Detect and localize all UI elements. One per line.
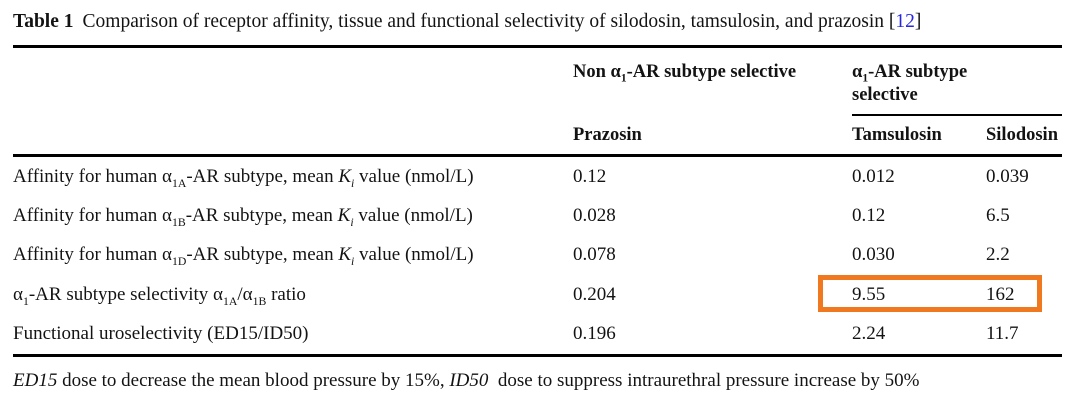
column-header-spacer	[13, 116, 573, 154]
cell-prazosin: 0.196	[573, 323, 616, 345]
column-group-selective: α1-AR subtype selective	[852, 48, 1062, 116]
column-header-tamsulosin: Tamsulosin	[852, 125, 942, 145]
column-header-prazosin: Prazosin	[573, 125, 642, 145]
cell-tamsulosin: 2.24	[852, 323, 886, 345]
cell-prazosin: 0.028	[573, 205, 616, 227]
cell-silodosin: 162	[986, 283, 1015, 305]
column-header-silodosin: Silodosin	[986, 125, 1058, 145]
table-caption-text: Comparison of receptor affinity, tissue …	[82, 11, 889, 32]
citation-bracket-open: [	[888, 11, 896, 32]
cell-silodosin: 2.2	[986, 244, 1010, 266]
row-label: Functional uroselectivity (ED15/ID50)	[13, 323, 309, 345]
column-group-spacer	[13, 48, 573, 116]
citation-link[interactable]: 12	[895, 11, 915, 32]
column-group-header-row: Non α1-AR subtype selective α1-AR subtyp…	[13, 48, 1062, 116]
row-label: Affinity for human α1A-AR subtype, mean …	[13, 165, 474, 190]
row-label: Affinity for human α1D-AR subtype, mean …	[13, 244, 474, 269]
table-footnote: ED15 dose to decrease the mean blood pre…	[13, 369, 920, 391]
cell-tamsulosin: 0.012	[852, 165, 895, 187]
table-caption: Table 1 Comparison of receptor affinity, …	[13, 10, 1067, 33]
row-label: Affinity for human α1B-AR subtype, mean …	[13, 205, 473, 229]
table-caption-label: Table 1	[13, 11, 74, 32]
table-row-affinity-a1d: Affinity for human α1D-AR subtype, mean …	[13, 236, 1062, 275]
row-label: α1-AR subtype selectivity α1A/α1B ratio	[13, 283, 306, 308]
cell-silodosin: 6.5	[986, 205, 1010, 227]
cell-prazosin: 0.204	[573, 283, 616, 305]
table-row-selectivity-ratio: α1-AR subtype selectivity α1A/α1B ratio …	[13, 275, 1062, 314]
table-body: Affinity for human α1A-AR subtype, mean …	[13, 157, 1062, 354]
column-header-row: Prazosin Tamsulosin Silodosin	[13, 116, 1062, 154]
cell-prazosin: 0.078	[573, 244, 616, 266]
table-row-affinity-a1b: Affinity for human α1B-AR subtype, mean …	[13, 196, 1062, 235]
citation-bracket-close: ]	[914, 11, 922, 32]
cell-prazosin: 0.12	[573, 165, 607, 187]
column-group-non-selective: Non α1-AR subtype selective	[573, 62, 797, 85]
cell-tamsulosin: 0.12	[852, 205, 886, 227]
cell-silodosin: 0.039	[986, 165, 1029, 187]
comparison-table: Non α1-AR subtype selective α1-AR subtyp…	[13, 45, 1062, 393]
cell-tamsulosin: 0.030	[852, 244, 895, 266]
table-rule-header-bottom	[13, 154, 1062, 157]
table-row-functional-uroselectivity: Functional uroselectivity (ED15/ID50) 0.…	[13, 315, 1062, 354]
cell-tamsulosin: 9.55	[852, 283, 886, 305]
table-row-affinity-a1a: Affinity for human α1A-AR subtype, mean …	[13, 157, 1062, 196]
table-rule-bottom	[13, 353, 1062, 357]
cell-silodosin: 11.7	[986, 323, 1019, 345]
table-rule-top	[13, 45, 1062, 48]
column-group-selective-label: α1-AR subtype selective	[852, 62, 968, 105]
